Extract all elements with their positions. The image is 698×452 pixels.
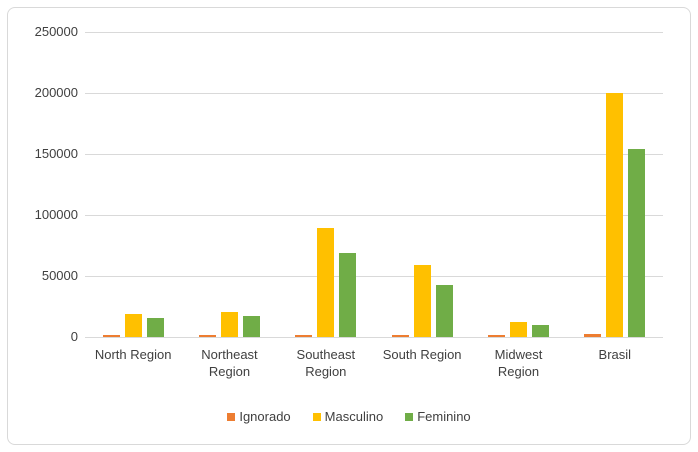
y-axis-tick-label-250000: 250000: [34, 24, 78, 39]
x-axis-category-cell-midwest-region: Midwest Region: [470, 346, 566, 380]
bar-group-northeast-region: [181, 32, 277, 337]
x-axis-category-label-northeast-region: Northeast Region: [201, 347, 258, 379]
gridline-0: [85, 337, 663, 338]
bar-ignorado-south-region: [391, 334, 409, 337]
bar-ignorado-northeast-region: [198, 335, 216, 337]
gridline-150000: [85, 154, 663, 155]
y-axis-tick-label-100000: 100000: [34, 207, 78, 222]
bar-masculino-southeast-region: [317, 228, 335, 337]
bar-group-southeast-region: [278, 32, 374, 337]
bar-masculino-midwest-region: [509, 321, 527, 337]
x-axis-category-cell-south-region: South Region: [374, 346, 470, 380]
bar-feminino-northeast-region: [242, 316, 260, 337]
bar-feminino-southeast-region: [339, 253, 357, 337]
x-axis-category-label-southeast-region: Southeast Region: [296, 347, 356, 379]
legend-item-masculino: Masculino: [312, 409, 384, 424]
gridline-100000: [85, 215, 663, 216]
chart-frame: [7, 7, 691, 445]
bar-masculino-brasil: [606, 93, 624, 337]
bar-feminino-midwest-region: [531, 325, 549, 337]
legend-label-feminino: Feminino: [417, 409, 471, 424]
bar-ignorado-southeast-region: [295, 335, 313, 337]
bar-group-south-region: [374, 32, 470, 337]
bar-groups: [85, 32, 663, 337]
gridline-50000: [85, 276, 663, 277]
x-axis-category-cell-north-region: North Region: [85, 346, 181, 380]
bar-feminino-brasil: [628, 149, 646, 337]
x-axis-category-cell-brasil: Brasil: [567, 346, 663, 380]
legend: Ignorado Masculino Feminino: [0, 409, 698, 424]
bar-feminino-north-region: [146, 318, 164, 337]
y-axis-tick-label-200000: 200000: [34, 85, 78, 100]
bar-group-north-region: [85, 32, 181, 337]
legend-item-feminino: Feminino: [405, 409, 471, 424]
bar-masculino-south-region: [413, 265, 431, 337]
x-axis-category-cell-southeast-region: Southeast Region: [278, 346, 374, 380]
gridline-250000: [85, 32, 663, 33]
legend-label-ignorado: Ignorado: [239, 409, 291, 424]
bar-masculino-north-region: [124, 313, 142, 337]
legend-label-masculino: Masculino: [324, 409, 384, 424]
x-axis-category-label-midwest-region: Midwest Region: [494, 347, 543, 379]
plot-area: [85, 32, 663, 338]
x-axis-category-cell-northeast-region: Northeast Region: [181, 346, 277, 380]
legend-item-ignorado: Ignorado: [227, 409, 291, 424]
bar-ignorado-midwest-region: [487, 335, 505, 337]
bar-feminino-south-region: [435, 284, 453, 337]
bar-ignorado-north-region: [102, 335, 120, 337]
y-axis-tick-label-150000: 150000: [34, 146, 78, 161]
legend-swatch-ignorado: [227, 412, 236, 421]
bar-masculino-northeast-region: [220, 312, 238, 337]
x-axis-category-label-north-region: North Region: [94, 347, 172, 362]
bar-group-midwest-region: [470, 32, 566, 337]
bar-group-brasil: [567, 32, 663, 337]
x-axis-category-label-brasil: Brasil: [598, 347, 632, 362]
y-axis: 0 50000 100000 150000 200000 250000: [0, 25, 78, 344]
x-axis-labels: North Region Northeast Region Southeast Re…: [85, 346, 663, 380]
legend-swatch-masculino: [312, 412, 321, 421]
x-axis-category-label-south-region: South Region: [382, 347, 462, 362]
y-axis-tick-label-50000: 50000: [41, 268, 78, 283]
y-axis-tick-label-0: 0: [70, 329, 78, 344]
bar-ignorado-brasil: [584, 333, 602, 337]
gridline-200000: [85, 93, 663, 94]
legend-swatch-feminino: [405, 412, 414, 421]
